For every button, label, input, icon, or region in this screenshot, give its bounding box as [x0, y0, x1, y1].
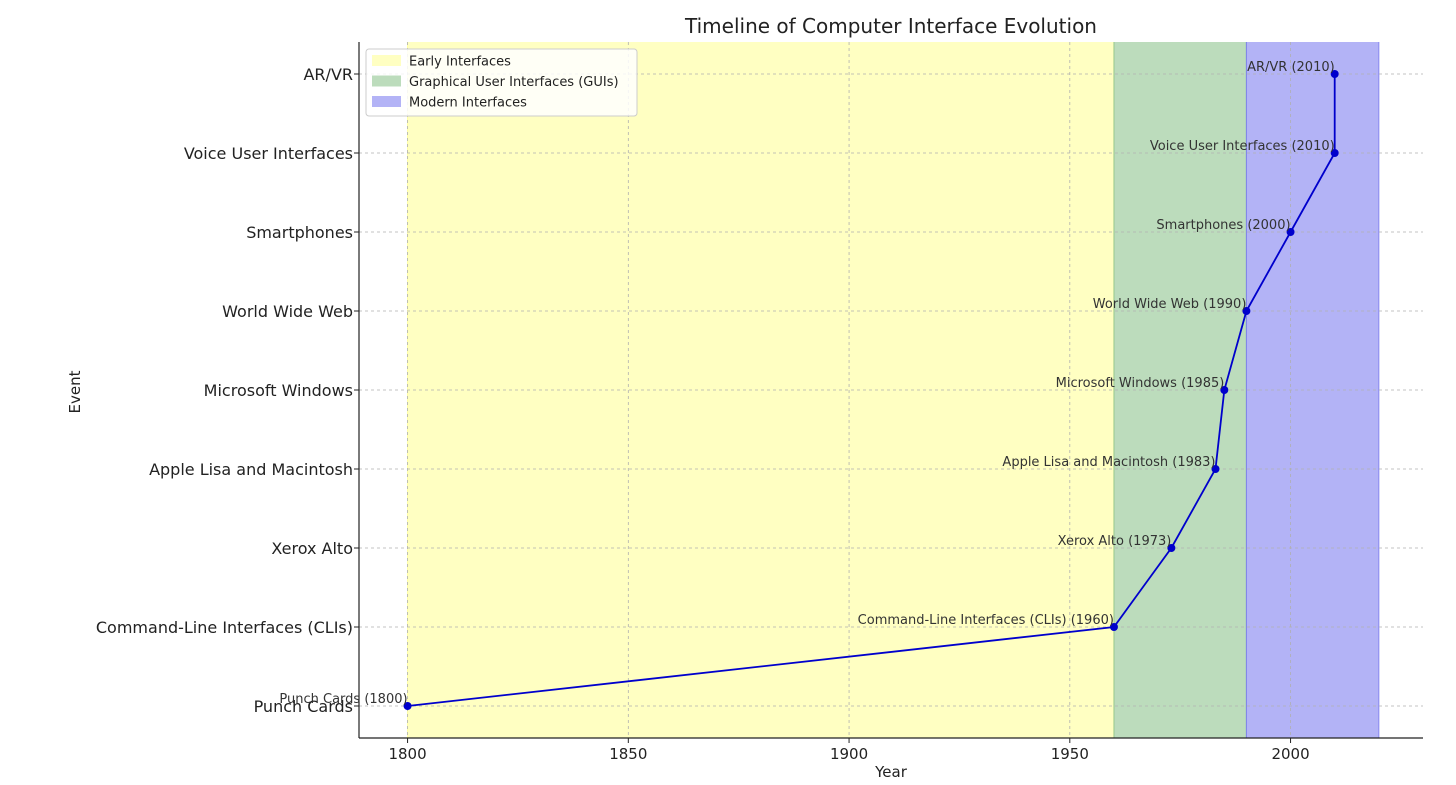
- point-label-0: Punch Cards (1800): [279, 692, 407, 707]
- data-point-6: [1286, 228, 1295, 236]
- x-tick-label-0: 1800: [388, 745, 426, 763]
- legend-swatch-2: [372, 96, 401, 107]
- legend-label-2: Modern Interfaces: [409, 96, 527, 111]
- point-label-8: AR/VR (2010): [1247, 60, 1335, 75]
- point-label-1: Command-Line Interfaces (CLIs) (1960): [858, 613, 1114, 628]
- y-tick-label-5: World Wide Web: [222, 302, 353, 321]
- y-ticks-layer: Punch Cards Command-Line Interfaces (CLIs…: [96, 65, 359, 716]
- y-tick-label-6: Smartphones: [246, 223, 353, 242]
- y-axis-label: Event: [66, 370, 84, 413]
- y-tick-label-4: Microsoft Windows: [204, 381, 353, 400]
- legend-swatch-1: [372, 75, 401, 87]
- legend-label-0: Early Interfaces: [409, 55, 511, 70]
- y-tick-label-1: Command-Line Interfaces (CLIs): [96, 618, 353, 637]
- x-tick-label-3: 1950: [1051, 745, 1089, 763]
- data-point-1: [1109, 623, 1118, 631]
- series-layer: [403, 70, 1339, 710]
- data-point-4: [1220, 386, 1229, 394]
- point-labels-layer: Punch Cards (1800) Command-Line Interface…: [279, 60, 1334, 707]
- x-ticks-layer: 1800 1850 1900 1950 2000: [388, 738, 1310, 763]
- point-label-4: Microsoft Windows (1985): [1056, 376, 1225, 391]
- x-tick-label-1: 1850: [609, 745, 647, 763]
- data-point-8: [1330, 70, 1339, 78]
- legend-swatch-0: [372, 55, 401, 66]
- point-label-6: Smartphones (2000): [1156, 218, 1290, 233]
- y-tick-label-3: Apple Lisa and Macintosh: [149, 460, 353, 479]
- y-tick-label-7: Voice User Interfaces: [184, 144, 353, 163]
- x-axis-label: Year: [874, 763, 908, 781]
- y-tick-label-0: Punch Cards: [254, 697, 353, 716]
- y-tick-label-8: AR/VR: [303, 65, 353, 84]
- x-tick-label-2: 1900: [830, 745, 868, 763]
- data-point-7: [1330, 149, 1339, 157]
- chart-title: Timeline of Computer Interface Evolution: [684, 14, 1097, 38]
- x-tick-label-4: 2000: [1271, 745, 1309, 763]
- data-point-0: [403, 702, 412, 710]
- point-label-7: Voice User Interfaces (2010): [1150, 139, 1335, 154]
- point-label-5: World Wide Web (1990): [1093, 297, 1247, 312]
- legend: Early Interfaces Graphical User Interface…: [365, 48, 638, 117]
- data-point-5: [1242, 307, 1251, 315]
- y-tick-label-2: Xerox Alto: [271, 539, 353, 558]
- data-point-3: [1211, 465, 1220, 473]
- data-point-2: [1167, 544, 1176, 552]
- grid-layer: [359, 42, 1423, 738]
- point-label-2: Xerox Alto (1973): [1058, 534, 1172, 549]
- legend-box: [365, 48, 638, 117]
- point-label-3: Apple Lisa and Macintosh (1983): [1002, 455, 1215, 470]
- legend-label-1: Graphical User Interfaces (GUIs): [409, 75, 619, 90]
